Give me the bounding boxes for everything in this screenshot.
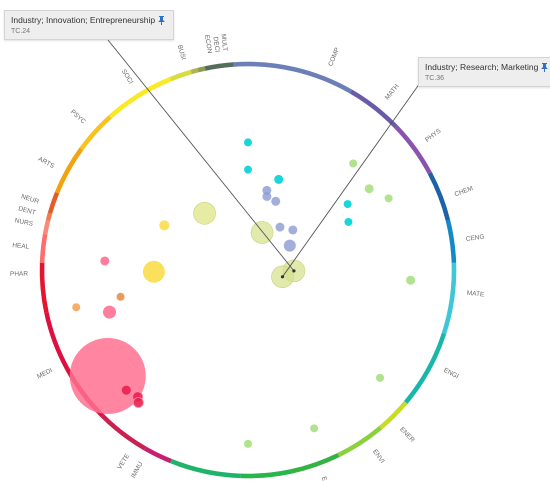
leader-line [107, 39, 295, 272]
category-label: ENER [398, 426, 416, 444]
tooltip-title: Industry; Research; Marketing [425, 62, 539, 72]
ring-segment [79, 115, 112, 151]
category-label: BUSI [176, 44, 187, 61]
tooltip-value: TC.36 [425, 75, 445, 82]
category-label: NURS [14, 217, 34, 228]
bubble[interactable] [244, 138, 252, 147]
ring-segment [190, 67, 199, 75]
ring-segment [337, 426, 382, 458]
category-label: PSYC [69, 109, 87, 126]
bubble[interactable] [132, 397, 144, 408]
category-label: MULT [220, 34, 229, 52]
bubble[interactable] [275, 222, 285, 232]
tooltip-card[interactable]: Industry; Research; Marketing TC.36 [418, 57, 550, 87]
bubble[interactable] [142, 260, 165, 283]
bubble[interactable] [283, 239, 296, 252]
bubble[interactable] [376, 373, 385, 382]
ring-segment [39, 262, 49, 314]
ring-segment [45, 212, 53, 221]
bubble[interactable] [344, 217, 353, 226]
category-label: DECI [212, 36, 221, 53]
category-label: PHYS [424, 127, 443, 143]
bubble[interactable] [193, 201, 216, 225]
ring-segment [54, 147, 84, 194]
category-label: MATE [466, 290, 485, 299]
tooltip-card[interactable]: Industry; Innovation; Entrepreneurship T… [4, 10, 174, 40]
category-label: ENGI [442, 367, 460, 381]
category-label: ECON [203, 34, 213, 54]
category-label: ENVI [371, 448, 386, 465]
category-label: CENG [465, 234, 485, 244]
bubble[interactable] [364, 184, 374, 194]
ring-segment [290, 453, 340, 474]
tooltip-title: Industry; Innovation; Entrepreneurship [11, 15, 156, 25]
ring-segment [441, 262, 457, 335]
ring-segment [233, 61, 353, 94]
bubble[interactable] [116, 292, 125, 301]
category-ring [39, 61, 457, 479]
bubble[interactable] [349, 159, 358, 168]
bubble[interactable] [271, 196, 281, 206]
bubble[interactable] [288, 225, 298, 235]
category-label: NEUR [20, 193, 40, 205]
ring-segment [204, 62, 234, 71]
bubble[interactable] [244, 165, 252, 174]
bubble[interactable] [343, 200, 352, 209]
bubble[interactable] [406, 275, 416, 285]
category-labels: MULT COMP MATH PHYS CHEM CENG MATE ENGI ENER ENVI… [10, 34, 485, 481]
tooltip-value: TC.24 [11, 28, 31, 35]
bubble[interactable] [102, 305, 116, 319]
category-label: ARTS [37, 156, 56, 171]
category-label: COMP [327, 47, 341, 68]
ring-segment [42, 219, 51, 235]
ring-segment [394, 125, 432, 175]
tooltip-leader-lines [107, 39, 421, 279]
ring-segment [378, 400, 408, 430]
category-label: SOCI [120, 68, 134, 85]
pin-icon[interactable] [158, 15, 165, 25]
category-label: MATH [384, 83, 401, 102]
bubble[interactable] [120, 384, 132, 396]
pin-icon[interactable] [541, 62, 548, 72]
category-label: CHEM [454, 185, 474, 198]
leader-line [282, 82, 421, 278]
ring-segment [445, 219, 457, 263]
category-label: PHAR [10, 271, 28, 278]
bubble-layer [69, 138, 416, 448]
leader-dot [280, 275, 285, 279]
ring-segment [47, 191, 60, 214]
leader-dot [292, 269, 296, 273]
ring-segment [427, 172, 451, 221]
category-label: HEAL [12, 242, 30, 251]
bubble[interactable] [100, 256, 110, 266]
ring-segment [100, 414, 147, 451]
category-label: IMMU [130, 461, 145, 480]
bubble[interactable] [262, 185, 272, 195]
category-label: MEDI [36, 367, 54, 381]
ring-segment [349, 89, 398, 129]
category-label: DENT [17, 205, 36, 216]
ring-segment [404, 332, 447, 404]
ring-segment [197, 66, 206, 73]
ring-segment [240, 469, 292, 479]
ring-segment [169, 458, 241, 479]
bubble[interactable] [72, 303, 81, 312]
bubble[interactable] [159, 220, 170, 231]
ring-segment [143, 446, 172, 464]
bubble[interactable] [274, 174, 284, 184]
ring-segment [169, 69, 192, 82]
ring-segment [39, 233, 48, 263]
bubble[interactable] [310, 424, 319, 433]
category-label: EART [320, 476, 332, 481]
bubble[interactable] [244, 439, 252, 448]
ring-segment [108, 76, 172, 119]
bubble[interactable] [384, 194, 393, 203]
category-label: VETE [116, 452, 131, 471]
